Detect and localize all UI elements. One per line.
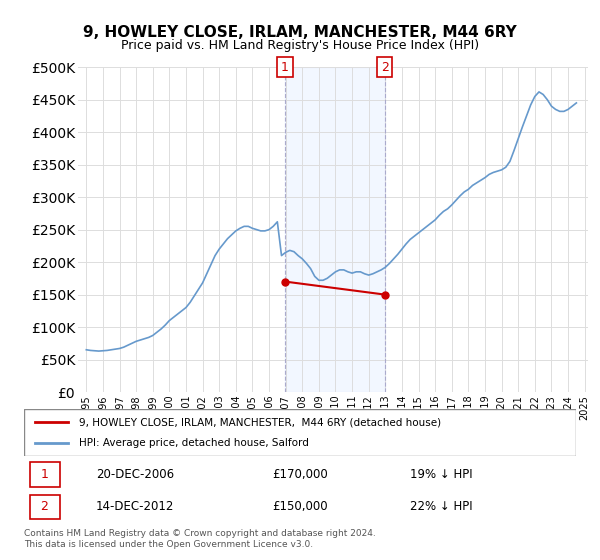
FancyBboxPatch shape xyxy=(29,494,60,519)
Text: HPI: Average price, detached house, Salford: HPI: Average price, detached house, Salf… xyxy=(79,438,309,448)
FancyBboxPatch shape xyxy=(29,463,60,487)
Text: 1: 1 xyxy=(40,468,49,481)
Text: 1: 1 xyxy=(281,60,289,74)
Text: £170,000: £170,000 xyxy=(272,468,328,481)
Text: 2: 2 xyxy=(40,500,49,514)
Bar xyxy=(285,67,385,392)
Text: 2: 2 xyxy=(381,60,389,74)
Text: £150,000: £150,000 xyxy=(272,500,328,514)
Text: 9, HOWLEY CLOSE, IRLAM, MANCHESTER,  M44 6RY (detached house): 9, HOWLEY CLOSE, IRLAM, MANCHESTER, M44 … xyxy=(79,417,442,427)
Text: 22% ↓ HPI: 22% ↓ HPI xyxy=(410,500,473,514)
Text: Contains HM Land Registry data © Crown copyright and database right 2024.
This d: Contains HM Land Registry data © Crown c… xyxy=(24,529,376,549)
Text: 14-DEC-2012: 14-DEC-2012 xyxy=(96,500,174,514)
Text: 9, HOWLEY CLOSE, IRLAM, MANCHESTER, M44 6RY: 9, HOWLEY CLOSE, IRLAM, MANCHESTER, M44 … xyxy=(83,25,517,40)
Text: 19% ↓ HPI: 19% ↓ HPI xyxy=(410,468,473,481)
Text: 20-DEC-2006: 20-DEC-2006 xyxy=(96,468,174,481)
Text: Price paid vs. HM Land Registry's House Price Index (HPI): Price paid vs. HM Land Registry's House … xyxy=(121,39,479,52)
FancyBboxPatch shape xyxy=(24,409,576,456)
